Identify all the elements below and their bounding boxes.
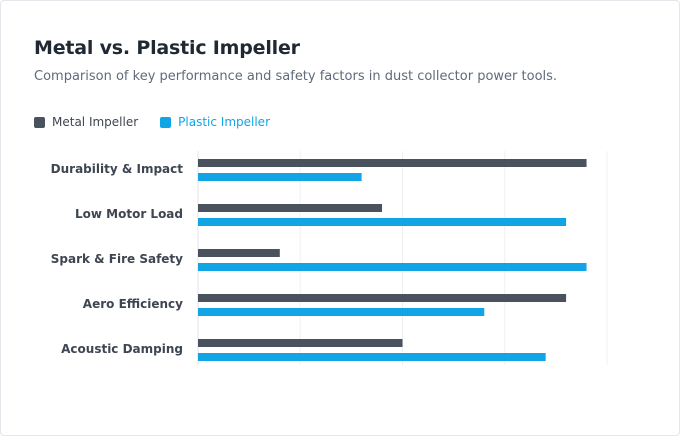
bar-plastic bbox=[198, 308, 485, 316]
category-label: Spark & Fire Safety bbox=[51, 252, 183, 266]
legend-label-metal: Metal Impeller bbox=[52, 115, 139, 129]
bar-metal bbox=[198, 204, 383, 212]
category-label: Aero Efficiency bbox=[83, 297, 183, 311]
bar-plastic bbox=[198, 218, 567, 226]
legend-label-plastic: Plastic Impeller bbox=[178, 115, 270, 129]
bar-metal bbox=[198, 294, 567, 302]
legend-item-plastic[interactable]: Plastic Impeller bbox=[160, 115, 270, 129]
category-label: Acoustic Damping bbox=[61, 342, 183, 356]
bar-plastic bbox=[198, 353, 546, 361]
chart-subtitle: Comparison of key performance and safety… bbox=[34, 69, 558, 84]
category-label: Low Motor Load bbox=[75, 207, 183, 221]
legend-swatch-plastic bbox=[160, 116, 172, 128]
category-label: Durability & Impact bbox=[51, 162, 184, 176]
legend-item-metal[interactable]: Metal Impeller bbox=[34, 115, 138, 129]
bar-plastic bbox=[198, 173, 362, 181]
legend: Metal Impeller Plastic Impeller bbox=[34, 115, 292, 129]
bar-metal bbox=[198, 339, 403, 347]
legend-swatch-metal bbox=[34, 116, 45, 128]
bar-plastic bbox=[198, 263, 587, 271]
bar-metal bbox=[198, 159, 587, 167]
bar-metal bbox=[198, 249, 280, 257]
chart-title: Metal vs. Plastic Impeller bbox=[34, 37, 300, 59]
